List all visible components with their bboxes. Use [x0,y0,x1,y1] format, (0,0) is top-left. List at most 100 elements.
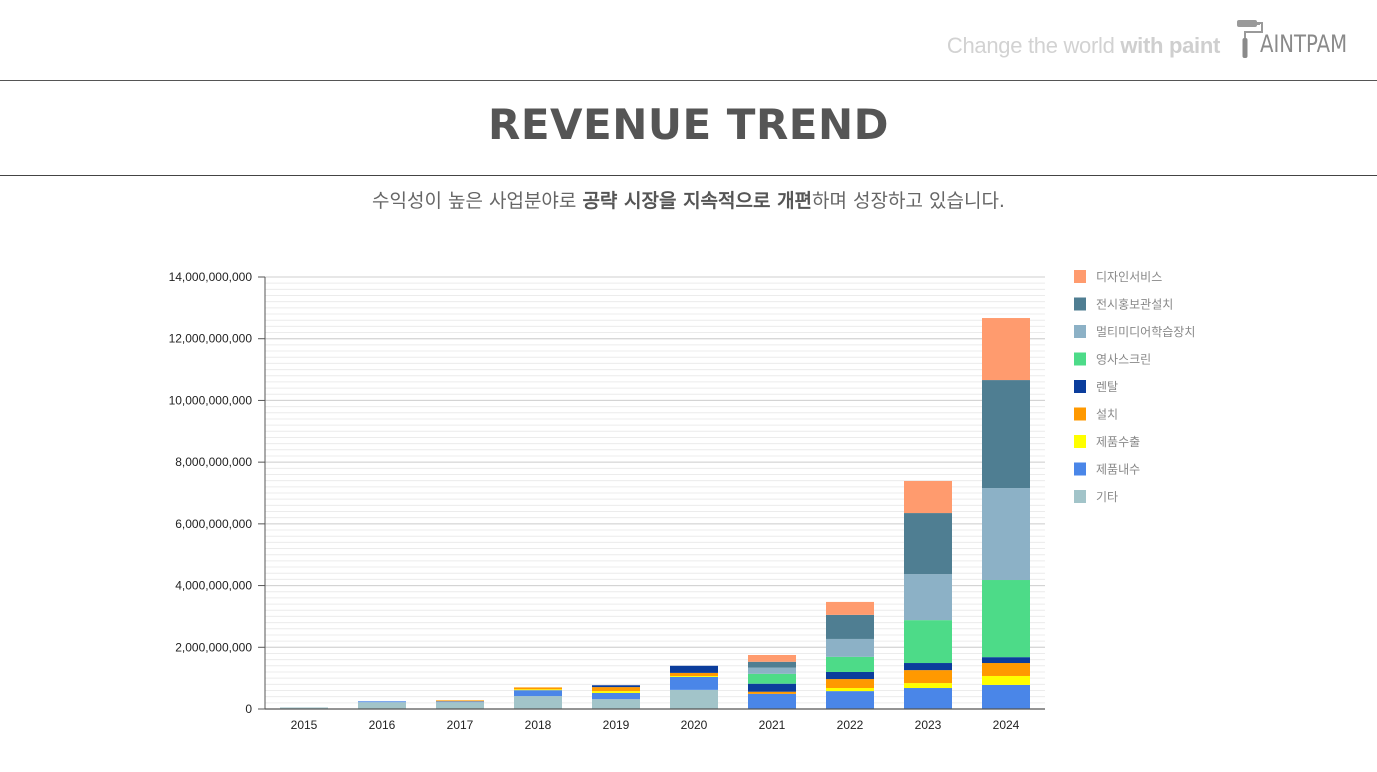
y-tick-label: 8,000,000,000 [175,455,252,469]
bar-segment [748,673,796,684]
bar-segment [904,480,952,514]
bar-stack-2016 [358,701,406,709]
legend-swatch [1074,435,1086,448]
axes: 0 2,000,000,000 4,000,000,000 6,000,000,000… [169,270,1045,716]
legend-item: 설치 [1074,407,1118,422]
legend-item: 전시홍보관설치 [1074,297,1173,312]
bar-segment [904,663,952,671]
bar-segment [826,656,874,672]
bar-segment [982,657,1030,664]
legend-label: 멀티미디어학습장치 [1096,325,1195,339]
bar-segment [826,688,874,692]
bar-segment [670,672,718,676]
bar-stack-2021 [748,655,796,709]
legend-label: 제품내수 [1096,463,1140,477]
bar-segment [982,684,1030,709]
bar-segment [826,679,874,689]
bar-segment [826,638,874,657]
legend-swatch [1074,462,1086,476]
legend-swatch [1074,297,1086,311]
page-subtitle: 수익성이 높은 사업분야로 공략 시장을 지속적으로 개편하며 성장하고 있습니… [0,186,1377,213]
legend-item: 디자인서비스 [1074,270,1162,284]
bar-segment [358,701,406,703]
bar-stack-2015 [280,707,328,709]
y-tick-label: 14,000,000,000 [169,270,253,284]
bar-segment [670,665,718,673]
logo-text: AINTPAM [1260,30,1348,58]
brand-logo: AINTPAM [1236,18,1360,62]
x-tick-label: 2015 [291,718,318,732]
legend-item: 기타 [1074,490,1118,504]
legend-item: 멀티미디어학습장치 [1074,325,1195,339]
bar-segment [982,663,1030,676]
bar-segment [514,687,562,690]
tagline-regular: Change the world [946,33,1121,58]
bar-segment [982,675,1030,685]
bar-segment [592,699,640,709]
bar-segment [904,574,952,621]
x-tick-label: 2017 [447,718,474,732]
legend-swatch [1074,407,1086,421]
legend-item: 영사스크린 [1074,352,1151,367]
legend-item: 제품내수 [1074,462,1140,477]
legend-label: 디자인서비스 [1096,270,1162,284]
x-tick-label: 2024 [993,718,1020,732]
bar-segment [826,601,874,615]
legend-label: 렌탈 [1096,380,1118,394]
bar-segment [748,667,796,674]
bar-segment [982,488,1030,581]
x-tick-label: 2020 [681,718,708,732]
bar-segment [436,701,484,703]
legend-swatch [1074,490,1086,503]
title-band [0,81,1377,176]
legend-swatch [1074,380,1086,393]
legend-swatch [1074,270,1086,283]
x-tick-label: 2021 [759,718,786,732]
bar-segment [826,691,874,709]
bar-segment [904,683,952,689]
bar-segment [748,683,796,692]
bar-segment [670,689,718,709]
y-tick-label: 12,000,000,000 [169,332,253,346]
subtitle-part1: 수익성이 높은 사업분야로 [372,190,583,212]
bars: 2015 2016 2017 2018 2019 2020 2021 2022 2023 2024 [280,318,1030,732]
legend-swatch [1074,352,1086,366]
bar-segment [514,696,562,709]
x-tick-label: 2019 [603,718,630,732]
bar-segment [982,318,1030,381]
paint-roller-icon [1237,20,1263,58]
bar-segment [826,671,874,680]
y-tick-label: 6,000,000,000 [175,517,252,531]
bar-stack-2023 [904,480,952,709]
bar-segment [904,670,952,684]
bar-segment [358,702,406,709]
bar-segment [904,513,952,575]
bar-segment [904,688,952,709]
bar-segment [592,692,640,700]
bar-stack-2019 [592,685,640,709]
top-header-bar [0,0,1377,81]
legend-label: 기타 [1096,490,1118,504]
bar-segment [904,620,952,664]
x-tick-label: 2016 [369,718,396,732]
bar-segment [514,689,562,691]
bar-stack-2018 [514,687,562,709]
tagline-bold: with paint [1120,33,1220,58]
x-tick-label: 2023 [915,718,942,732]
bar-segment [280,707,328,709]
bar-stack-2020 [670,665,718,709]
bar-segment [826,614,874,639]
y-tick-label: 4,000,000,000 [175,579,252,593]
bar-stack-2022 [826,601,874,709]
x-tick-label: 2022 [837,718,864,732]
legend-label: 전시홍보관설치 [1096,298,1173,312]
bar-segment [982,580,1030,658]
legend-swatch [1074,325,1086,338]
bar-segment [436,700,484,702]
subtitle-bold: 공략 시장을 지속적으로 개편 [582,190,813,212]
bar-segment [592,685,640,688]
bar-segment [592,687,640,692]
bar-segment [982,380,1030,489]
bar-segment [748,691,796,694]
